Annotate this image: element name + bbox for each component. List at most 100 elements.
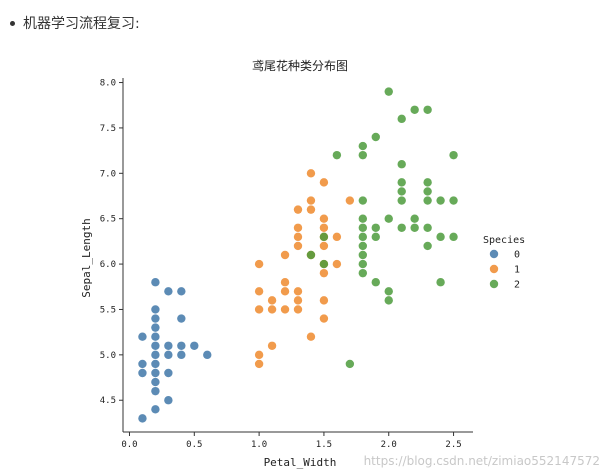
data-point (423, 187, 432, 196)
data-point (384, 287, 393, 296)
legend-marker (489, 279, 499, 289)
data-point (293, 287, 303, 296)
y-tick-label: 5.5 (100, 305, 116, 315)
data-point (332, 259, 342, 269)
watermark: https://blog.csdn.net/zimiao552147572 (363, 454, 600, 468)
legend-label: 1 (514, 265, 520, 276)
data-point (436, 232, 445, 242)
data-point (345, 359, 355, 369)
data-point (138, 332, 147, 341)
data-point (306, 250, 316, 260)
data-point (280, 287, 290, 296)
data-point (190, 341, 199, 350)
data-point (177, 350, 186, 360)
data-point (319, 223, 329, 232)
x-tick-label: 0.0 (121, 440, 137, 450)
data-point (164, 287, 173, 296)
x-tick-label: 2.5 (445, 440, 461, 450)
data-point (423, 223, 432, 232)
data-point (151, 405, 160, 414)
data-point (164, 396, 173, 405)
data-point (254, 350, 264, 360)
series-2 (306, 87, 458, 369)
data-point (358, 268, 368, 278)
data-point (449, 150, 458, 160)
data-point (177, 341, 186, 350)
data-point (397, 196, 406, 205)
x-axis-ticks: 0.0 0.5 1.0 1.5 2.0 2.5 (121, 432, 462, 450)
chart-title: 鸢尾花种类分布图 (252, 58, 348, 73)
data-point (397, 114, 406, 124)
data-point (319, 178, 329, 187)
y-tick-label: 7.5 (100, 124, 116, 134)
data-point (177, 287, 186, 296)
data-point (254, 259, 264, 269)
data-point (423, 178, 432, 187)
data-point (397, 187, 406, 196)
data-point (449, 232, 458, 242)
data-point (319, 232, 329, 242)
legend-label: 0 (514, 250, 520, 261)
y-axis-ticks: 4.5 5.0 5.5 6.0 6.5 7.0 7.5 8.0 (100, 79, 123, 406)
data-point (436, 196, 445, 205)
data-point (358, 241, 368, 251)
data-point (151, 350, 160, 360)
data-point (332, 150, 342, 160)
data-point (306, 205, 316, 214)
data-point (358, 196, 368, 205)
x-tick-label: 2.0 (381, 440, 397, 450)
data-point (151, 323, 160, 332)
data-point (345, 196, 355, 205)
x-tick-label: 0.5 (186, 440, 202, 450)
data-point (151, 278, 160, 287)
data-point (410, 105, 419, 114)
y-tick-label: 6.0 (100, 260, 116, 270)
legend-label: 2 (514, 280, 520, 291)
data-point (254, 287, 264, 296)
data-point (371, 223, 380, 232)
data-point (319, 296, 329, 305)
data-point (267, 341, 277, 350)
data-point (384, 296, 393, 305)
data-point (203, 350, 212, 360)
data-point (358, 150, 368, 160)
data-point (151, 332, 160, 341)
data-point (151, 359, 160, 369)
data-point (371, 232, 380, 242)
data-point (151, 314, 160, 323)
data-point (293, 241, 303, 251)
y-tick-label: 7.0 (100, 169, 116, 179)
x-axis-label: Petal_Width (264, 456, 337, 469)
data-point (151, 341, 160, 350)
legend-title: Species (483, 235, 525, 246)
list-item-text: 机器学习流程复习: (23, 16, 140, 32)
bullet-icon (10, 20, 15, 26)
data-point (436, 278, 445, 287)
data-point (319, 241, 329, 251)
data-point (423, 105, 432, 114)
data-point (319, 314, 329, 323)
y-tick-label: 8.0 (100, 79, 116, 89)
data-point (358, 223, 368, 232)
y-axis-label: Sepal_Length (80, 218, 93, 297)
data-point (138, 414, 147, 423)
data-point (164, 341, 173, 350)
data-point (371, 132, 380, 142)
plot-area (138, 87, 458, 423)
data-point (358, 141, 368, 151)
data-point (293, 205, 303, 214)
data-point (358, 232, 368, 242)
data-point (306, 169, 316, 178)
data-point (306, 196, 316, 205)
data-point (384, 214, 393, 223)
x-tick-label: 1.0 (251, 440, 267, 450)
data-point (151, 377, 160, 387)
data-point (164, 350, 173, 360)
data-point (151, 368, 160, 378)
data-point (449, 196, 458, 205)
data-point (384, 87, 393, 96)
data-point (410, 214, 419, 223)
data-point (358, 250, 368, 260)
data-point (397, 178, 406, 187)
data-point (267, 296, 277, 305)
